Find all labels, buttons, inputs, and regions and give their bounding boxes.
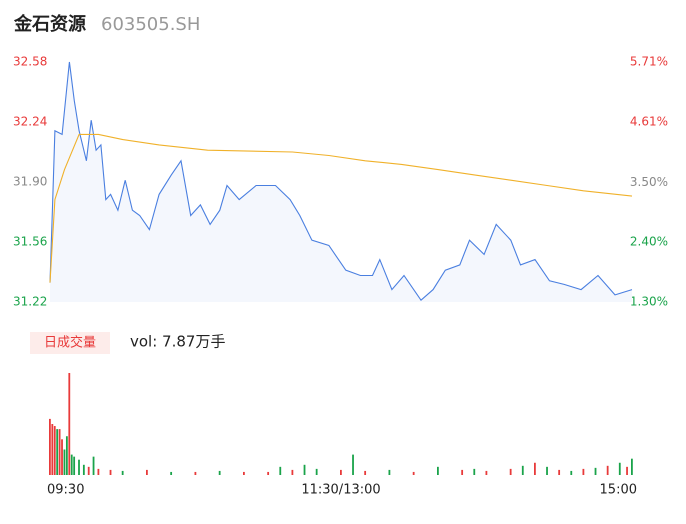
volume-bar bbox=[92, 456, 95, 475]
volume-bar bbox=[78, 459, 80, 475]
volume-bar bbox=[109, 469, 112, 475]
volume-bar bbox=[51, 424, 54, 475]
series-line bbox=[49, 133, 633, 283]
volume-bar bbox=[461, 469, 464, 475]
volume-bar bbox=[267, 471, 270, 475]
y2-tick-label: 3.50% bbox=[630, 175, 668, 189]
volume-bar bbox=[412, 471, 415, 475]
volume-bar bbox=[243, 471, 245, 475]
volume-bar bbox=[121, 470, 124, 475]
volume-bar bbox=[56, 429, 59, 475]
volume-bar bbox=[570, 470, 573, 475]
volume-bar bbox=[509, 468, 512, 475]
volume-bar bbox=[279, 466, 282, 475]
volume-bar bbox=[291, 469, 294, 475]
y-tick-label: 32.58 bbox=[13, 55, 47, 69]
volume-bar bbox=[218, 470, 221, 475]
volume-annotation: vol: 7.87万手 bbox=[130, 333, 225, 351]
y2-tick-label: 2.40% bbox=[630, 235, 668, 249]
volume-bar bbox=[606, 465, 609, 475]
volume-bar bbox=[618, 462, 621, 475]
y-tick-label: 32.24 bbox=[13, 115, 47, 129]
y2-tick-label: 4.61% bbox=[630, 114, 668, 128]
y-tick-label: 31.22 bbox=[13, 295, 47, 309]
y-tick-label: 31.56 bbox=[13, 235, 47, 249]
volume-badge bbox=[30, 332, 110, 354]
y2-tick-label: 1.30% bbox=[630, 295, 668, 309]
volume-bar bbox=[534, 462, 536, 475]
volume-bar bbox=[582, 468, 585, 475]
volume-bar bbox=[364, 470, 367, 475]
volume-bar bbox=[388, 469, 391, 475]
volume-bar bbox=[49, 418, 51, 475]
volume-bar bbox=[61, 439, 63, 475]
volume-bar bbox=[485, 470, 488, 475]
volume-bar bbox=[82, 464, 85, 475]
volume-bar bbox=[58, 429, 61, 475]
volume-bar bbox=[437, 466, 439, 475]
stock-name: 金石资源 bbox=[13, 13, 86, 35]
volume-bar bbox=[65, 436, 68, 475]
volume-bar bbox=[68, 373, 71, 475]
volume-bar bbox=[87, 466, 90, 475]
volume-bar bbox=[626, 466, 628, 475]
price-area bbox=[50, 62, 632, 302]
volume-bar bbox=[53, 426, 56, 475]
stock-code: 603505.SH bbox=[101, 14, 200, 35]
x-tick-label: 11:30/13:00 bbox=[301, 483, 380, 498]
x-tick-label: 15:00 bbox=[600, 483, 637, 498]
volume-bar bbox=[558, 469, 561, 475]
volume-bar bbox=[146, 469, 148, 475]
volume-bar bbox=[315, 468, 318, 475]
x-tick-label: 09:30 bbox=[47, 483, 84, 498]
volume-bar bbox=[73, 456, 76, 475]
volume-bar bbox=[594, 467, 597, 475]
volume-bar bbox=[70, 454, 73, 475]
volume-bar bbox=[340, 469, 342, 475]
y2-tick-label: 5.71% bbox=[630, 55, 668, 69]
volume-bar bbox=[352, 454, 354, 475]
volume-bar bbox=[63, 449, 66, 475]
y-tick-label: 31.90 bbox=[13, 175, 47, 189]
volume-bar bbox=[170, 471, 173, 475]
volume-bar bbox=[521, 465, 524, 475]
series-line bbox=[49, 61, 633, 302]
volume-bar bbox=[546, 466, 548, 475]
volume-bar bbox=[473, 468, 476, 475]
volume-bar bbox=[97, 468, 100, 475]
volume-bar bbox=[303, 464, 306, 475]
volume-bar bbox=[194, 471, 197, 475]
volume-label: 日成交量 bbox=[44, 335, 96, 351]
volume-bar bbox=[631, 458, 633, 475]
